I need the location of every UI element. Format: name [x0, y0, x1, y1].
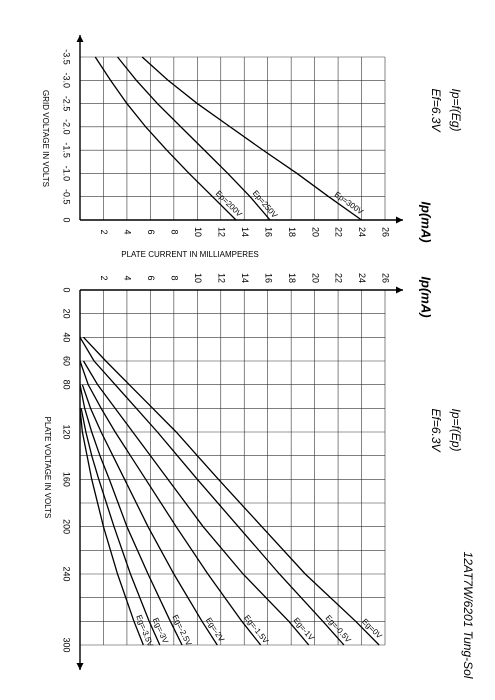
- chart-title: Ip=f(Ep): [449, 408, 463, 451]
- curve-label: Ep=200V: [214, 189, 244, 219]
- y-tick-label: 16: [263, 227, 273, 237]
- curve: [141, 56, 362, 221]
- curve: [79, 360, 262, 646]
- curve-label: Ep=250V: [251, 189, 280, 221]
- page-title: 12AT7W/6201 Tung-Sol: [461, 552, 475, 679]
- x-tick-label: -1.5: [62, 142, 72, 158]
- x-tick-label: 300: [62, 637, 72, 652]
- y-tick-label: 20: [310, 273, 320, 283]
- y-tick-label: 18: [287, 227, 297, 237]
- y-tick-label: 26: [381, 273, 391, 283]
- chart-subtitle: Ef=6.3V: [429, 88, 443, 132]
- y-axis-caption: PLATE CURRENT IN MILLIAMPERES: [121, 250, 259, 259]
- x-tick-label: -3.5: [62, 49, 72, 65]
- curve: [94, 56, 237, 221]
- y-tick-label: 6: [146, 275, 156, 280]
- curve: [80, 408, 161, 646]
- curve: [79, 336, 345, 646]
- chart-title: Ip=f(Eg): [449, 88, 463, 131]
- x-tick-label: -3.0: [62, 73, 72, 89]
- y-tick-label: 24: [357, 273, 367, 283]
- y-tick-label: 10: [193, 273, 203, 283]
- x-axis-label: PLATE VOLTAGE IN VOLTS: [43, 417, 52, 519]
- y-tick-label: 14: [240, 273, 250, 283]
- y-tick-label: 4: [123, 275, 133, 280]
- curve: [117, 56, 271, 221]
- y-tick-label: 10: [193, 227, 203, 237]
- y-tick-label: 12: [216, 227, 226, 237]
- x-tick-label: 40: [62, 332, 72, 342]
- y-tick-label: 2: [99, 275, 109, 280]
- x-tick-label: 0: [62, 217, 72, 222]
- x-tick-label: -2.5: [62, 96, 72, 112]
- chart-subtitle: Ef=6.3V: [429, 408, 443, 452]
- x-tick-label: 60: [62, 356, 72, 366]
- y-tick-label: 26: [381, 227, 391, 237]
- x-tick-label: 0: [62, 287, 72, 292]
- x-tick-label: -2.0: [62, 119, 72, 135]
- x-tick-label: 200: [62, 519, 72, 534]
- y-tick-label: 6: [146, 229, 156, 234]
- y-tick-label: 22: [334, 227, 344, 237]
- rotated-sheet: 12AT7W/6201 Tung-Sol -3.5 -3.0 -2.5 -2.0 -1.…: [41, 35, 475, 679]
- y-tick-label: 4: [123, 229, 133, 234]
- axis-arrow: [396, 286, 403, 294]
- y-axis-label: Ip(mA): [419, 276, 434, 317]
- curve: [82, 360, 310, 646]
- y-tick-label: 8: [169, 229, 179, 234]
- axis-arrow: [396, 216, 403, 224]
- curve: [79, 384, 183, 646]
- y-tick-label: 24: [357, 227, 367, 237]
- axis-arrow: [76, 35, 84, 42]
- curve: [81, 384, 218, 646]
- y-tick-label: 14: [240, 227, 250, 237]
- y-tick-label: 20: [310, 227, 320, 237]
- y-tick-label: 16: [263, 273, 273, 283]
- y-axis-label: Ip(mA): [419, 201, 434, 242]
- y-tick-label: 22: [334, 273, 344, 283]
- x-tick-label: 160: [62, 472, 72, 487]
- x-tick-label: -1.0: [62, 166, 72, 182]
- y-tick-label: 12: [216, 273, 226, 283]
- x-axis-label: GRID VOLTAGE IN VOLTS: [41, 90, 50, 187]
- y-tick-label: 8: [169, 275, 179, 280]
- y-tick-label: 18: [287, 273, 297, 283]
- x-tick-label: 240: [62, 566, 72, 581]
- curve-label: Eg=-1.5V: [242, 613, 270, 645]
- curve: [83, 336, 380, 646]
- x-tick-label: 80: [62, 380, 72, 390]
- axis-arrow: [76, 663, 84, 670]
- x-tick-label: 120: [62, 424, 72, 439]
- x-tick-label: -0.5: [62, 189, 72, 205]
- curve: [79, 408, 144, 646]
- y-tick-label: 2: [99, 229, 109, 234]
- x-tick-label: 20: [62, 309, 72, 319]
